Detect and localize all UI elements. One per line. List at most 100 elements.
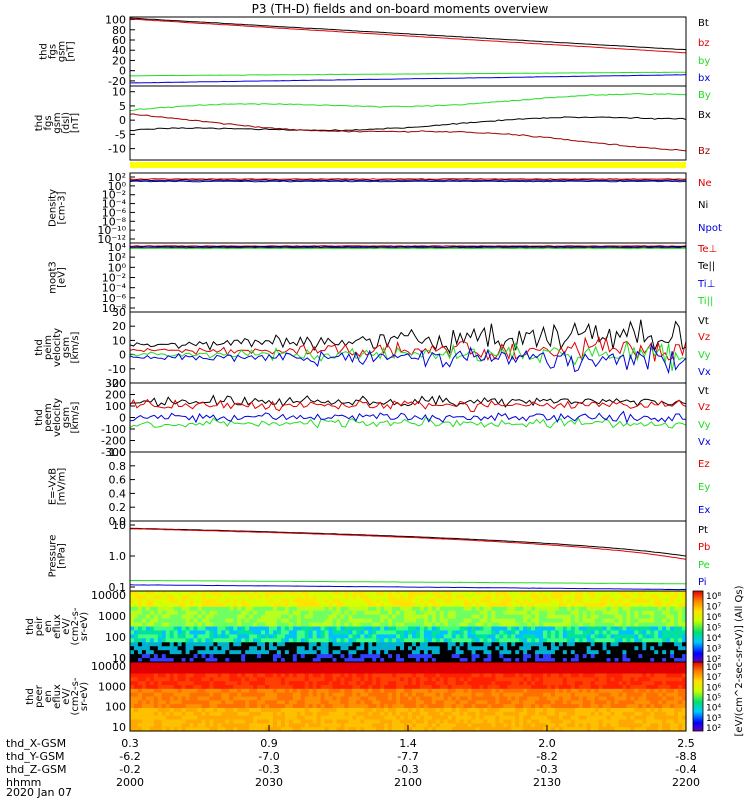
- heatmap-cell: [443, 598, 449, 604]
- heatmap-cell: [221, 610, 226, 616]
- heatmap-cell: [165, 688, 171, 694]
- heatmap-cell: [316, 610, 322, 616]
- heatmap-cell: [217, 634, 222, 639]
- heatmap-cell: [550, 669, 556, 675]
- heatmap-cell: [344, 727, 350, 732]
- heatmap-cell: [221, 602, 226, 608]
- heatmap-cell: [380, 602, 385, 608]
- heatmap-cell: [598, 606, 604, 612]
- heatmap-cell: [269, 614, 274, 620]
- heatmap-cell: [543, 654, 548, 659]
- heatmap-cell: [384, 704, 389, 709]
- heatmap-cell: [388, 662, 393, 667]
- heatmap-cell: [364, 658, 369, 663]
- heatmap-cell: [233, 688, 238, 694]
- heatmap-cell: [670, 622, 675, 628]
- heatmap-cell: [590, 638, 596, 643]
- heatmap-cell: [431, 692, 437, 698]
- heatmap-cell: [531, 591, 536, 596]
- heatmap-cell: [265, 662, 270, 667]
- heatmap-cell: [372, 658, 377, 663]
- heatmap-cell: [523, 662, 528, 667]
- heatmap-cell: [562, 626, 568, 632]
- heatmap-cell: [153, 598, 159, 604]
- heatmap-cell: [217, 681, 222, 686]
- heatmap-cell: [630, 681, 635, 686]
- heatmap-cell: [566, 610, 572, 616]
- heatmap-cell: [340, 685, 346, 690]
- heatmap-cell: [491, 650, 496, 655]
- heatmap-cell: [348, 688, 353, 694]
- heatmap-cell: [396, 654, 401, 659]
- heatmap-cell: [638, 598, 643, 604]
- heatmap-cell: [543, 598, 548, 604]
- heatmap-cell: [487, 642, 492, 647]
- heatmap-cell: [161, 685, 167, 690]
- heatmap-cell: [578, 602, 584, 608]
- heatmap-cell: [316, 692, 322, 698]
- heatmap-cell: [614, 711, 620, 717]
- heatmap-cell: [439, 630, 445, 635]
- panel-frame: [129, 242, 687, 313]
- heatmap-cell: [479, 591, 485, 596]
- heatmap-cell: [284, 606, 290, 612]
- heatmap-cell: [423, 614, 429, 620]
- heatmap-cell: [392, 688, 397, 694]
- heatmap-cell: [320, 658, 326, 663]
- heatmap-cell: [245, 638, 250, 643]
- heatmap-cell: [622, 704, 628, 709]
- heatmap-cell: [205, 658, 211, 663]
- heatmap-cell: [554, 719, 560, 724]
- heatmap-cell: [507, 594, 512, 600]
- heatmap-cell: [312, 591, 318, 596]
- heatmap-cell: [475, 708, 481, 713]
- heatmap-cell: [614, 606, 620, 612]
- heatmap-cell: [229, 685, 234, 690]
- heatmap-cell: [483, 614, 489, 620]
- heatmap-cell: [455, 614, 461, 620]
- heatmap-cell: [288, 688, 294, 694]
- heatmap-cell: [344, 614, 350, 620]
- heatmap-cell: [566, 696, 572, 701]
- heatmap-cell: [590, 673, 596, 678]
- heatmap-cell: [547, 614, 552, 620]
- heatmap-cell: [554, 614, 560, 620]
- heatmap-cell: [181, 692, 187, 698]
- heatmap-cell: [197, 715, 203, 721]
- heatmap-cell: [491, 673, 496, 678]
- heatmap-cell: [495, 662, 500, 667]
- heatmap-cell: [137, 642, 143, 647]
- heatmap-cell: [300, 673, 306, 678]
- heatmap-cell: [153, 692, 159, 698]
- heatmap-cell: [292, 669, 298, 675]
- y-tick-label: 10⁻⁶: [102, 206, 127, 219]
- heatmap-cell: [435, 692, 441, 698]
- heatmap-cell: [336, 598, 342, 604]
- heatmap-cell: [566, 704, 572, 709]
- heatmap-cell: [193, 602, 199, 608]
- heatmap-cell: [475, 591, 481, 596]
- heatmap-cell: [253, 606, 258, 612]
- heatmap-cell: [348, 654, 353, 659]
- heatmap-cell: [435, 630, 441, 635]
- heatmap-cell: [411, 669, 417, 675]
- heatmap-cell: [531, 622, 536, 628]
- heatmap-cell: [384, 594, 389, 600]
- heatmap-cell: [149, 704, 155, 709]
- heatmap-cell: [352, 594, 357, 600]
- heatmap-cell: [157, 665, 163, 671]
- heatmap-cell: [336, 650, 342, 655]
- heatmap-cell: [626, 723, 631, 728]
- heatmap-cell: [336, 665, 342, 671]
- heatmap-cell: [511, 708, 516, 713]
- heatmap-cell: [312, 646, 318, 651]
- heatmap-cell: [149, 658, 155, 663]
- heatmap-cell: [582, 602, 588, 608]
- heatmap-cell: [392, 677, 397, 682]
- heatmap-cell: [554, 634, 560, 639]
- heatmap-cell: [249, 594, 254, 600]
- heatmap-cell: [130, 723, 135, 728]
- heatmap-cell: [396, 681, 401, 686]
- heatmap-cell: [344, 658, 350, 663]
- heatmap-cell: [284, 602, 290, 608]
